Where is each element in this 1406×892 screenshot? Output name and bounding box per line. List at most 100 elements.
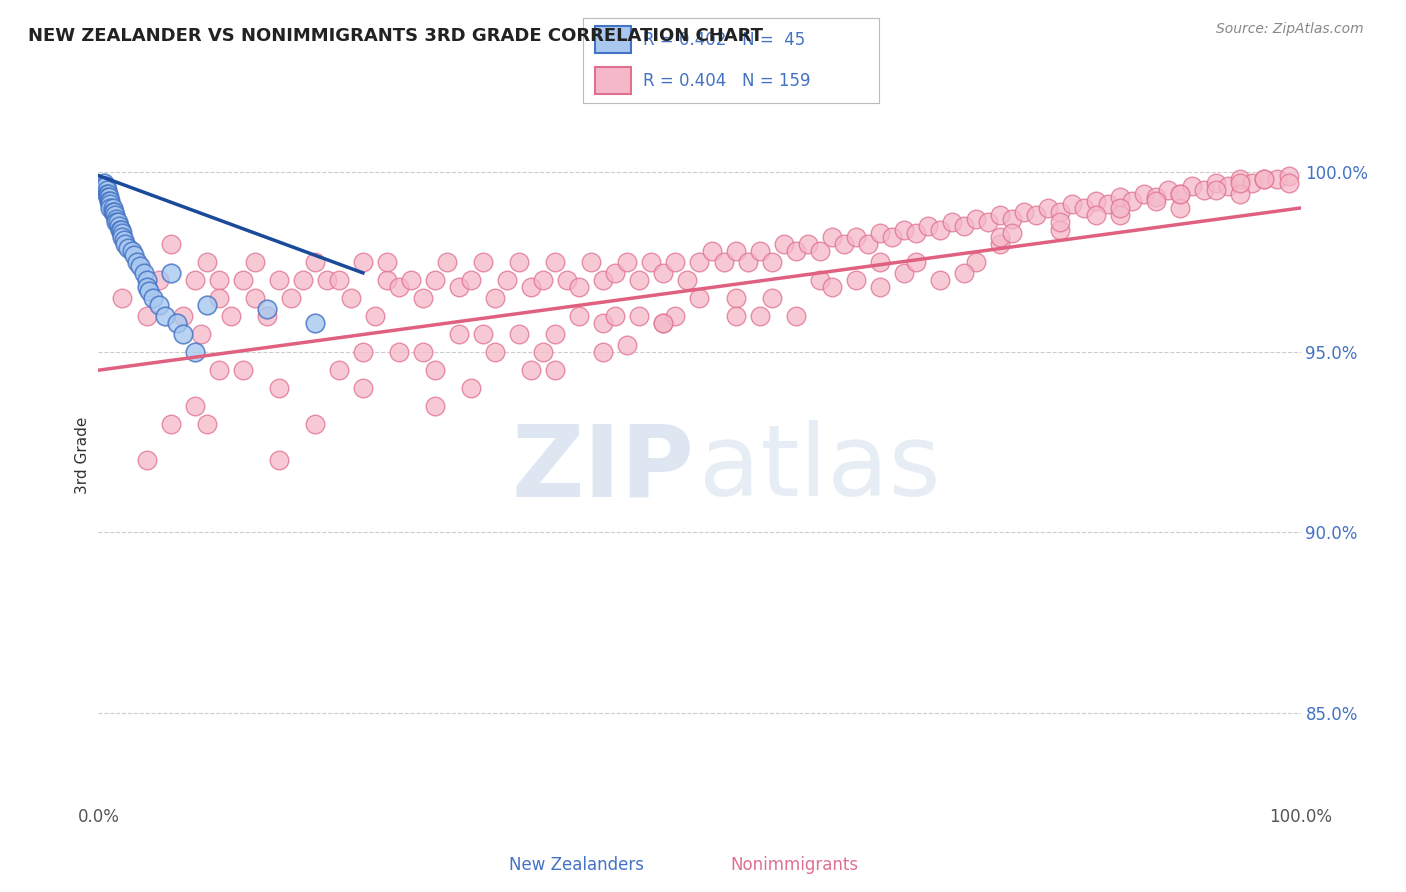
- Point: [436, 255, 458, 269]
- Point: [1062, 197, 1084, 211]
- Point: [104, 208, 127, 222]
- Point: [195, 255, 218, 269]
- Point: [1001, 211, 1024, 226]
- Point: [965, 255, 987, 269]
- Point: [953, 219, 976, 233]
- Point: [785, 309, 807, 323]
- Point: [531, 345, 554, 359]
- Point: [544, 255, 567, 269]
- Point: [652, 316, 675, 330]
- Point: [821, 280, 844, 294]
- Point: [941, 215, 963, 229]
- Point: [1144, 190, 1167, 204]
- Point: [304, 417, 326, 432]
- Point: [97, 190, 120, 204]
- Point: [1085, 194, 1108, 208]
- Point: [1170, 186, 1192, 201]
- Point: [592, 273, 614, 287]
- Point: [664, 255, 686, 269]
- Point: [1241, 176, 1264, 190]
- Point: [121, 244, 143, 259]
- Point: [1170, 201, 1192, 215]
- Point: [423, 273, 446, 287]
- Point: [114, 237, 136, 252]
- Text: Nonimmigrants: Nonimmigrants: [730, 856, 859, 874]
- Point: [484, 291, 506, 305]
- Point: [98, 190, 121, 204]
- Point: [1109, 208, 1132, 222]
- Text: New Zealanders: New Zealanders: [509, 856, 644, 874]
- Point: [893, 222, 915, 236]
- Point: [100, 201, 122, 215]
- Point: [1012, 204, 1035, 219]
- Point: [108, 219, 131, 233]
- Point: [856, 237, 879, 252]
- Point: [423, 399, 446, 413]
- Point: [605, 309, 627, 323]
- Point: [652, 316, 675, 330]
- Point: [125, 255, 148, 269]
- Point: [129, 259, 152, 273]
- Point: [1073, 201, 1095, 215]
- Point: [364, 309, 387, 323]
- Point: [304, 316, 326, 330]
- Point: [328, 273, 350, 287]
- Point: [100, 194, 122, 208]
- Point: [135, 280, 157, 294]
- Point: [832, 237, 855, 252]
- Point: [256, 309, 278, 323]
- Text: atlas: atlas: [699, 420, 941, 517]
- Point: [304, 255, 326, 269]
- Point: [117, 241, 139, 255]
- Point: [111, 226, 134, 240]
- Point: [1049, 222, 1071, 236]
- Point: [166, 316, 188, 330]
- Point: [267, 453, 290, 467]
- Point: [1229, 186, 1251, 201]
- Point: [544, 327, 567, 342]
- Point: [737, 255, 759, 269]
- Y-axis label: 3rd Grade: 3rd Grade: [75, 417, 90, 493]
- Point: [965, 211, 987, 226]
- Point: [880, 229, 903, 244]
- Point: [748, 244, 770, 259]
- Point: [796, 237, 818, 252]
- Point: [105, 215, 128, 229]
- Point: [107, 215, 129, 229]
- Point: [352, 345, 374, 359]
- Point: [94, 179, 117, 194]
- Point: [531, 273, 554, 287]
- Point: [689, 255, 711, 269]
- Point: [388, 345, 411, 359]
- Point: [100, 197, 122, 211]
- Point: [111, 291, 134, 305]
- Point: [845, 273, 868, 287]
- Point: [183, 345, 205, 359]
- Point: [135, 453, 157, 467]
- Point: [103, 204, 125, 219]
- Point: [195, 298, 218, 312]
- Point: [472, 327, 495, 342]
- Point: [772, 237, 794, 252]
- Point: [689, 291, 711, 305]
- Point: [93, 179, 115, 194]
- Point: [135, 273, 157, 287]
- Point: [108, 222, 131, 236]
- Point: [808, 273, 831, 287]
- Point: [628, 309, 651, 323]
- Point: [172, 327, 194, 342]
- Point: [628, 273, 651, 287]
- Point: [352, 381, 374, 395]
- Point: [761, 255, 783, 269]
- Point: [159, 237, 181, 252]
- Point: [520, 280, 543, 294]
- Point: [988, 229, 1011, 244]
- Point: [148, 273, 170, 287]
- Point: [845, 229, 868, 244]
- Point: [97, 186, 120, 201]
- Point: [96, 183, 118, 197]
- Point: [676, 273, 699, 287]
- FancyBboxPatch shape: [595, 27, 631, 54]
- Point: [555, 273, 578, 287]
- Point: [352, 255, 374, 269]
